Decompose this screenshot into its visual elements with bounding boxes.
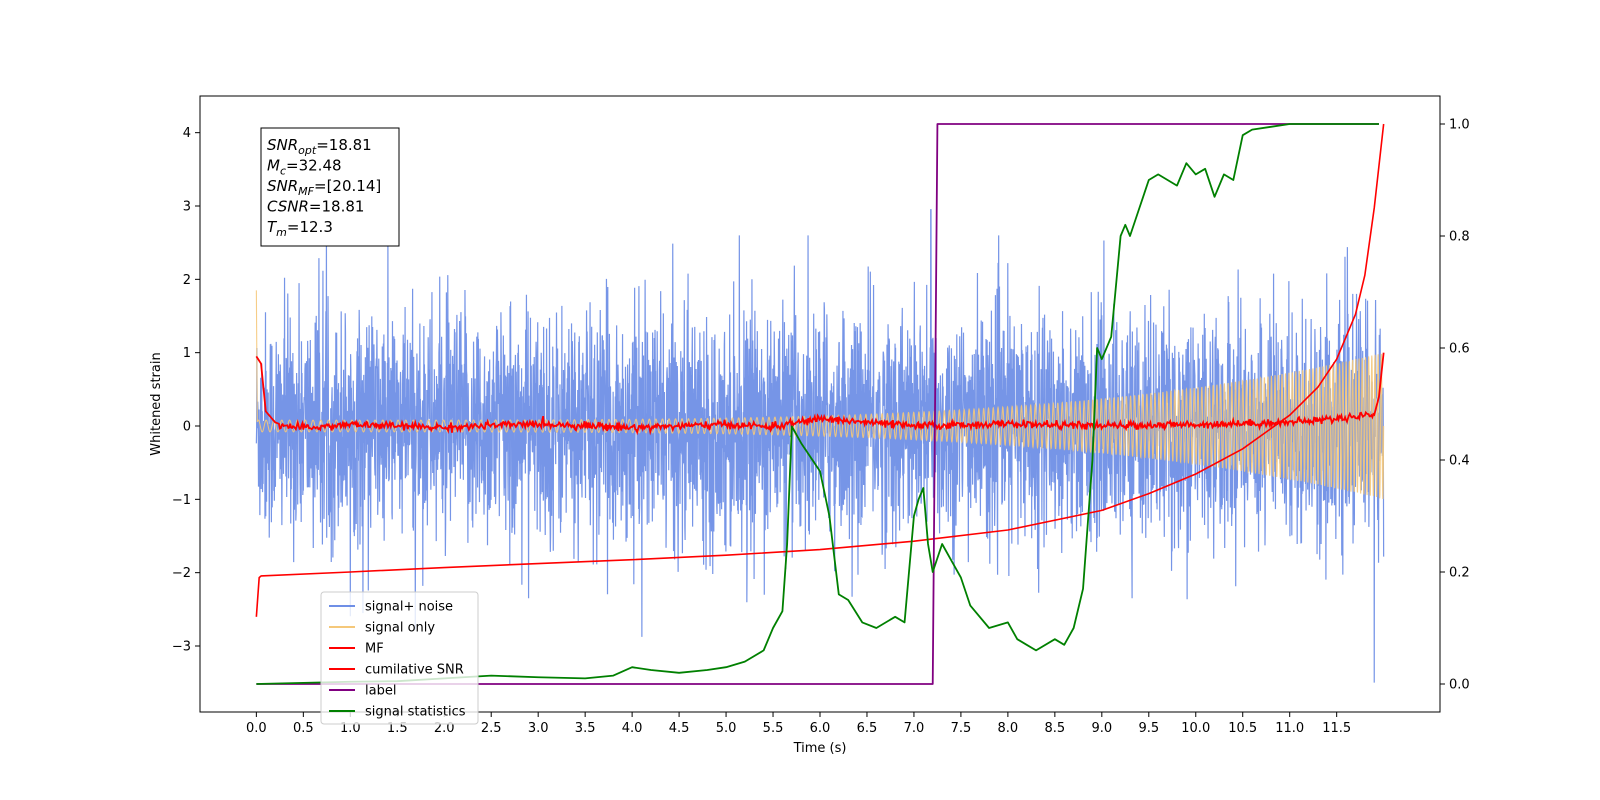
x-tick-label: 10.0 bbox=[1181, 721, 1210, 736]
x-tick-label: 9.5 bbox=[1138, 721, 1159, 736]
series-signal-statistics bbox=[256, 123, 1379, 685]
annotation-line: CSNR=18.81 bbox=[267, 198, 364, 216]
x-tick-label: 8.0 bbox=[998, 721, 1019, 736]
series-signal-only bbox=[255, 290, 1385, 500]
annotation-name: SNR bbox=[267, 136, 298, 154]
legend-label: label bbox=[365, 684, 396, 699]
y-tick-label: 3 bbox=[183, 200, 191, 215]
x-tick-label: 4.5 bbox=[669, 721, 690, 736]
y2-tick-label: 0.2 bbox=[1449, 566, 1470, 581]
annotation-value: =12.3 bbox=[287, 218, 333, 236]
annotation-line: Mc=32.48 bbox=[267, 157, 342, 178]
legend-label: MF bbox=[365, 642, 384, 657]
annotation-subscript: MF bbox=[298, 185, 314, 198]
y2-tick-label: 0.0 bbox=[1449, 678, 1470, 693]
x-tick-label: 4.0 bbox=[622, 721, 643, 736]
legend-label: signal only bbox=[365, 621, 435, 636]
x-tick-label: 8.5 bbox=[1045, 721, 1066, 736]
x-tick-label: 9.0 bbox=[1091, 721, 1112, 736]
x-tick-label: 0.0 bbox=[246, 721, 267, 736]
x-tick-label: 2.5 bbox=[481, 721, 502, 736]
annotation-name: T bbox=[267, 218, 278, 236]
annotation-value: =[20.14] bbox=[314, 177, 381, 195]
x-tick-label: 7.5 bbox=[951, 721, 972, 736]
annotation-subscript: m bbox=[276, 226, 287, 239]
x-tick-label: 1.0 bbox=[340, 721, 361, 736]
y2-tick-label: 0.8 bbox=[1449, 230, 1470, 245]
annotation-line: SNRopt=18.81 bbox=[267, 136, 372, 157]
annotation-value: =18.81 bbox=[316, 136, 372, 154]
legend-label: signal statistics bbox=[365, 705, 466, 720]
legend: signal+ noise signal only MF cumilative SNR… bbox=[320, 591, 479, 725]
y-axis-left: −3 −2 −1 0 1 2 3 4 bbox=[172, 126, 200, 655]
y-axis-label: Whitened strain bbox=[149, 352, 164, 455]
annotation-name: M bbox=[267, 157, 280, 175]
y-tick-label: −2 bbox=[172, 566, 191, 581]
legend-label: signal+ noise bbox=[365, 600, 453, 615]
annotation-line: Tm=12.3 bbox=[267, 218, 333, 239]
y-tick-label: 0 bbox=[183, 420, 191, 435]
x-tick-label: 3.5 bbox=[575, 721, 596, 736]
series-signal-noise bbox=[255, 209, 1385, 683]
x-tick-label: 1.5 bbox=[387, 721, 408, 736]
y-tick-label: −3 bbox=[172, 640, 191, 655]
legend-label: cumilative SNR bbox=[365, 663, 464, 678]
x-tick-label: 6.0 bbox=[810, 721, 831, 736]
y2-tick-label: 0.4 bbox=[1449, 454, 1470, 469]
x-tick-label: 7.0 bbox=[904, 721, 925, 736]
x-tick-label: 11.5 bbox=[1322, 721, 1351, 736]
y2-tick-label: 0.6 bbox=[1449, 342, 1470, 357]
annotation-name: CSNR bbox=[267, 198, 309, 216]
x-tick-label: 10.5 bbox=[1228, 721, 1257, 736]
x-tick-label: 5.5 bbox=[763, 721, 784, 736]
series-cumulative-snr bbox=[255, 123, 1385, 617]
x-tick-label: 5.0 bbox=[716, 721, 737, 736]
y-tick-label: −1 bbox=[172, 493, 191, 508]
y-tick-label: 4 bbox=[183, 126, 191, 141]
annotation-value: =18.81 bbox=[309, 198, 365, 216]
y2-tick-label: 1.0 bbox=[1449, 118, 1470, 133]
annotation-name: SNR bbox=[267, 177, 298, 195]
annotation-frame bbox=[260, 127, 400, 247]
annotation-subscript: c bbox=[280, 165, 286, 178]
x-tick-label: 6.5 bbox=[857, 721, 878, 736]
legend-frame bbox=[320, 591, 479, 725]
x-tick-label: 3.0 bbox=[528, 721, 549, 736]
x-tick-label: 0.5 bbox=[293, 721, 314, 736]
x-tick-label: 2.0 bbox=[434, 721, 455, 736]
x-axis-label: Time (s) bbox=[793, 741, 847, 756]
plot-area bbox=[255, 123, 1385, 685]
series-label bbox=[256, 123, 1379, 685]
annotation-box: SNRopt=18.81Mc=32.48SNRMF=[20.14]CSNR=18… bbox=[260, 127, 400, 247]
x-tick-label: 11.0 bbox=[1275, 721, 1304, 736]
y-tick-label: 2 bbox=[183, 273, 191, 288]
annotation-line: SNRMF=[20.14] bbox=[267, 177, 381, 198]
annotation-subscript: opt bbox=[298, 144, 317, 157]
x-axis: 0.0 0.5 1.0 1.5 2.0 2.5 3.0 3.5 4.0 4.5 5.0 5.5 6.0 6… bbox=[246, 712, 1351, 736]
y-tick-label: 1 bbox=[183, 346, 191, 361]
annotation-value: =32.48 bbox=[286, 157, 342, 175]
y-axis-right: 0.0 0.2 0.4 0.6 0.8 1.0 bbox=[1440, 118, 1470, 693]
series-mf bbox=[255, 352, 1385, 436]
